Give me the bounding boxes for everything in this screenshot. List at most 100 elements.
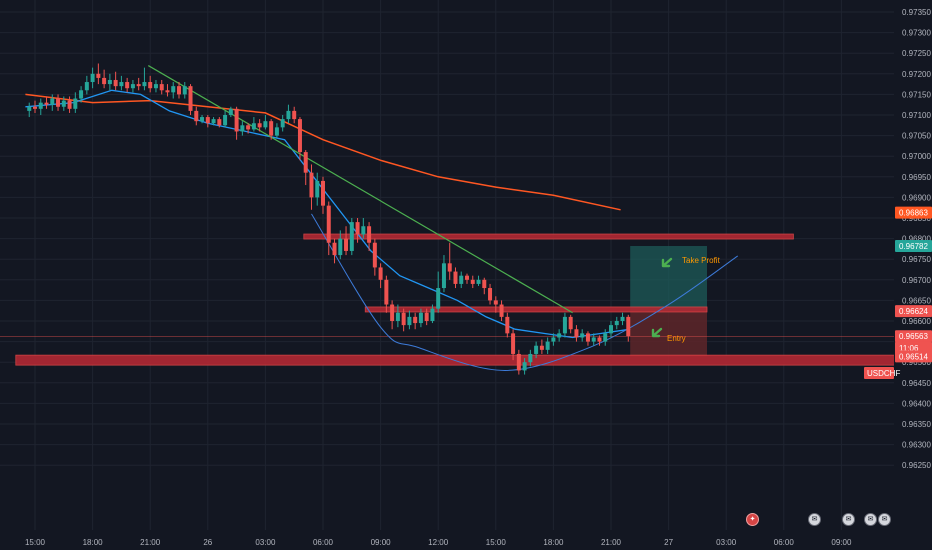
resistance-level bbox=[303, 233, 794, 240]
candle-down bbox=[505, 316, 510, 334]
candle-down bbox=[384, 279, 389, 305]
price-tags: 0.96863 0.96782 0.96624 0.96563 11:060.96514 bbox=[895, 206, 932, 363]
price-tag bbox=[895, 350, 932, 363]
candle-up bbox=[338, 238, 343, 256]
price-tag-label: 11:06 bbox=[899, 344, 919, 353]
candle-up bbox=[395, 312, 400, 321]
candle-up bbox=[562, 316, 567, 334]
y-tick-label: 0.97050 bbox=[902, 132, 931, 141]
x-tick-label: 06:00 bbox=[774, 538, 795, 547]
candle-down bbox=[44, 102, 49, 105]
rounding-bottom-curve bbox=[311, 213, 739, 371]
candle-down bbox=[372, 242, 377, 268]
candle-down bbox=[539, 345, 544, 350]
x-tick-label: 18:00 bbox=[83, 538, 104, 547]
candle-down bbox=[499, 304, 504, 317]
candle-up bbox=[315, 180, 320, 198]
candle-down bbox=[447, 263, 452, 272]
candle-down bbox=[344, 238, 349, 251]
x-tick-label: 27 bbox=[664, 538, 673, 547]
candle-up bbox=[61, 100, 66, 107]
candle-down bbox=[165, 90, 170, 93]
x-tick-label: 03:00 bbox=[255, 538, 276, 547]
candle-up bbox=[557, 333, 562, 338]
candle-up bbox=[119, 82, 124, 87]
candle-down bbox=[326, 205, 331, 243]
candle-up bbox=[182, 86, 187, 95]
candle-up bbox=[280, 119, 285, 128]
event-icon[interactable]: ✉ bbox=[808, 513, 821, 526]
event-icon[interactable]: ✉ bbox=[878, 513, 891, 526]
candle-up bbox=[200, 117, 205, 122]
candle-up bbox=[603, 333, 608, 342]
x-tick-label: 15:00 bbox=[486, 538, 507, 547]
price-tag bbox=[895, 240, 932, 253]
horizontal-levels[interactable] bbox=[0, 233, 932, 366]
candle-down bbox=[136, 84, 141, 87]
x-tick-label: 21:00 bbox=[140, 538, 161, 547]
candles bbox=[27, 63, 631, 375]
candle-up bbox=[38, 102, 43, 109]
candle-down bbox=[205, 117, 210, 124]
x-tick-label: 09:00 bbox=[831, 538, 852, 547]
candle-down bbox=[424, 312, 429, 321]
candle-down bbox=[453, 271, 458, 284]
price-tag-label: 0.96863 bbox=[899, 209, 928, 218]
candle-down bbox=[597, 337, 602, 342]
candle-down bbox=[568, 316, 573, 330]
time-axis-labels: 15:00 18:00 21:00 26 03:00 06:00 09:00 12:00 15:… bbox=[25, 538, 852, 547]
symbol-tag: USDCHF bbox=[864, 367, 900, 379]
candle-up bbox=[614, 321, 619, 326]
arrow-icon bbox=[661, 257, 673, 268]
y-tick-label: 0.97100 bbox=[902, 111, 931, 120]
x-tick-label: 18:00 bbox=[543, 538, 564, 547]
candle-down bbox=[194, 110, 199, 122]
candle-down bbox=[292, 110, 297, 120]
price-tag-label: 0.96782 bbox=[899, 242, 928, 251]
candle-down bbox=[125, 82, 130, 89]
y-tick-label: 0.97000 bbox=[902, 152, 931, 161]
price-axis[interactable] bbox=[894, 0, 932, 550]
candle-up bbox=[211, 119, 216, 124]
x-tick-label: 06:00 bbox=[313, 538, 334, 547]
price-tag bbox=[895, 206, 932, 219]
candle-up bbox=[545, 341, 550, 350]
candle-down bbox=[159, 84, 164, 91]
symbol-label: USDCHF bbox=[867, 369, 900, 378]
candle-up bbox=[263, 121, 268, 128]
candle-up bbox=[418, 312, 423, 324]
candle-up bbox=[79, 90, 84, 99]
candle-down bbox=[574, 329, 579, 338]
candle-down bbox=[516, 353, 521, 371]
candle-up bbox=[620, 316, 625, 321]
candle-up bbox=[551, 337, 556, 342]
candle-up bbox=[223, 115, 228, 126]
x-tick-label: 09:00 bbox=[371, 538, 392, 547]
trendline bbox=[147, 65, 573, 314]
candle-up bbox=[591, 337, 596, 342]
candle-up bbox=[274, 127, 279, 136]
candle-up bbox=[476, 279, 481, 284]
candle-down bbox=[113, 79, 118, 87]
support-level bbox=[15, 354, 932, 366]
candle-up bbox=[130, 84, 135, 89]
event-icon[interactable]: ✉ bbox=[864, 513, 877, 526]
candle-up bbox=[228, 108, 233, 115]
price-tag-label: 0.96514 bbox=[899, 352, 928, 361]
candle-down bbox=[177, 86, 181, 95]
candle-down bbox=[67, 100, 72, 109]
y-tick-label: 0.96350 bbox=[902, 420, 931, 429]
y-tick-label: 0.97200 bbox=[902, 70, 931, 79]
event-icon[interactable]: ✉ bbox=[842, 513, 855, 526]
candle-down bbox=[355, 222, 360, 235]
x-tick-label: 26 bbox=[203, 538, 212, 547]
candle-down bbox=[56, 98, 61, 107]
alert-icon[interactable]: ✦ bbox=[746, 513, 759, 526]
candle-down bbox=[332, 242, 337, 256]
loss-zone bbox=[630, 311, 707, 357]
y-tick-label: 0.97150 bbox=[902, 90, 931, 99]
candle-up bbox=[50, 98, 55, 105]
candle-up bbox=[286, 110, 291, 120]
